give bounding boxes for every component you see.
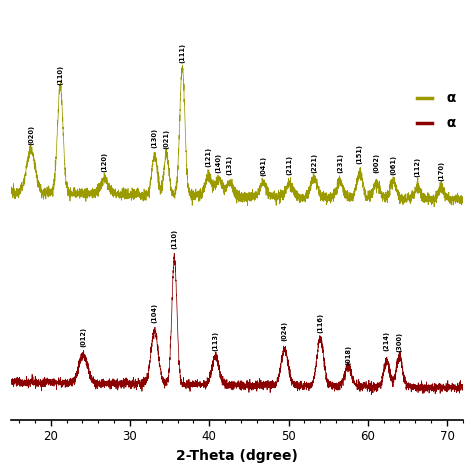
Text: (024): (024) <box>282 321 288 341</box>
Text: (151): (151) <box>357 144 363 164</box>
Text: (061): (061) <box>390 155 396 175</box>
Text: (113): (113) <box>213 331 219 351</box>
Text: (221): (221) <box>311 153 317 173</box>
Text: (120): (120) <box>101 152 108 172</box>
Text: (214): (214) <box>384 330 390 351</box>
X-axis label: 2-Theta (dgree): 2-Theta (dgree) <box>176 449 298 463</box>
Text: (211): (211) <box>286 155 292 174</box>
Text: (170): (170) <box>438 161 445 182</box>
Text: (140): (140) <box>216 153 222 173</box>
Text: (231): (231) <box>337 153 343 173</box>
Text: (121): (121) <box>205 146 211 166</box>
Text: (002): (002) <box>374 153 380 173</box>
Text: (021): (021) <box>164 129 170 149</box>
Text: (110): (110) <box>57 64 63 84</box>
Text: (111): (111) <box>179 43 185 63</box>
Text: (110): (110) <box>172 229 177 249</box>
Text: (020): (020) <box>28 125 34 146</box>
Text: (104): (104) <box>152 302 157 323</box>
Text: (131): (131) <box>227 155 233 175</box>
Text: (012): (012) <box>80 327 86 347</box>
Legend:  α,  α: α, α <box>417 91 456 130</box>
Text: (130): (130) <box>152 128 157 148</box>
Text: (041): (041) <box>260 155 266 176</box>
Text: (116): (116) <box>317 313 323 334</box>
Text: (018): (018) <box>345 345 351 365</box>
Text: (112): (112) <box>415 157 421 177</box>
Text: (300): (300) <box>396 331 402 352</box>
